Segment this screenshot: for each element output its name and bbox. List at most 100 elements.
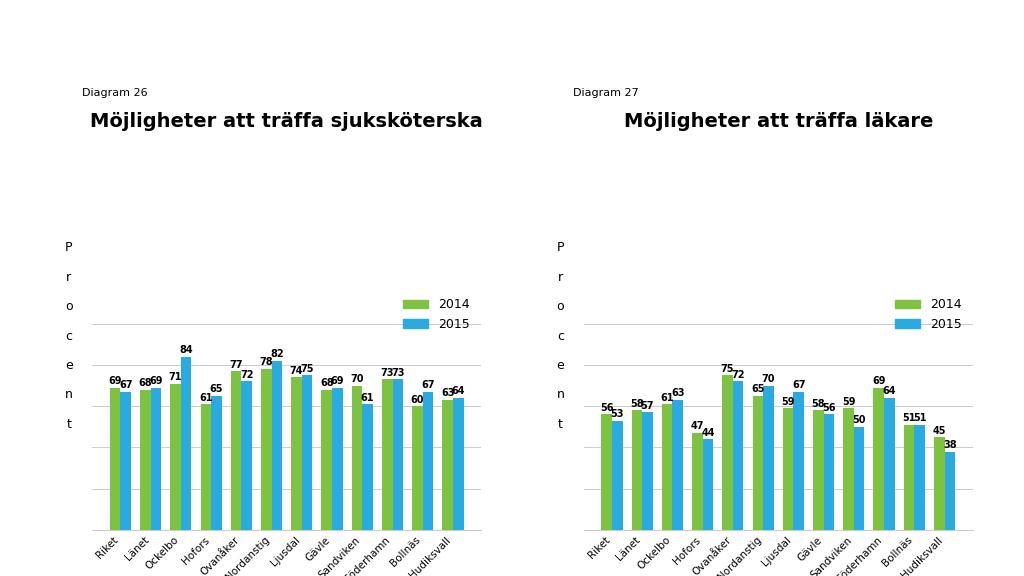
Text: 69: 69	[872, 376, 886, 386]
Text: 69: 69	[109, 376, 122, 386]
Text: c: c	[557, 329, 564, 343]
Bar	[242, 381, 252, 530]
Text: 45: 45	[933, 426, 946, 435]
Bar	[453, 398, 464, 530]
Text: 56: 56	[822, 403, 836, 413]
Text: c: c	[66, 329, 73, 343]
Text: 47: 47	[690, 422, 705, 431]
Bar	[201, 404, 211, 530]
Bar	[843, 408, 854, 530]
Text: 63: 63	[441, 388, 455, 399]
Bar	[702, 439, 714, 530]
Bar	[302, 376, 312, 530]
Bar	[763, 385, 774, 530]
Bar	[382, 380, 392, 530]
Text: 57: 57	[641, 401, 654, 411]
Bar	[753, 396, 763, 530]
Text: e: e	[556, 359, 564, 372]
Bar	[322, 390, 332, 530]
Bar	[351, 385, 362, 530]
Bar	[673, 400, 683, 530]
Text: 61: 61	[360, 392, 375, 403]
Text: 64: 64	[883, 386, 896, 396]
Text: t: t	[558, 418, 563, 431]
Text: 56: 56	[600, 403, 613, 413]
Text: 77: 77	[229, 359, 243, 370]
Bar	[944, 452, 955, 530]
Text: 63: 63	[671, 388, 684, 399]
Title: Möjligheter att träffa sjuksköterska: Möjligheter att träffa sjuksköterska	[90, 112, 483, 131]
Text: 59: 59	[842, 397, 855, 407]
Text: 51: 51	[912, 413, 927, 423]
Text: o: o	[65, 300, 73, 313]
Text: 71: 71	[169, 372, 182, 382]
Text: t: t	[67, 418, 72, 431]
Text: 70: 70	[762, 374, 775, 384]
Text: 38: 38	[943, 440, 956, 450]
Legend: 2014, 2015: 2014, 2015	[890, 293, 967, 336]
Bar	[121, 392, 131, 530]
Text: 84: 84	[179, 345, 193, 355]
Bar	[170, 384, 181, 530]
Bar	[392, 380, 403, 530]
Text: 72: 72	[731, 370, 744, 380]
Text: 44: 44	[701, 427, 715, 438]
Text: 70: 70	[350, 374, 364, 384]
Bar	[642, 412, 652, 530]
Text: 75: 75	[300, 363, 314, 374]
Text: Diagram 27: Diagram 27	[573, 88, 639, 98]
Text: 50: 50	[852, 415, 866, 425]
Bar	[332, 388, 343, 530]
Bar	[904, 425, 914, 530]
Bar	[662, 404, 673, 530]
Text: 72: 72	[240, 370, 253, 380]
Text: n: n	[556, 388, 564, 401]
Text: 60: 60	[411, 395, 424, 404]
Bar	[823, 415, 835, 530]
Title: Möjligheter att träffa läkare: Möjligheter att träffa läkare	[624, 112, 933, 131]
Bar	[794, 392, 804, 530]
Text: n: n	[65, 388, 73, 401]
Text: r: r	[67, 271, 72, 284]
Text: 61: 61	[660, 392, 674, 403]
Bar	[782, 408, 794, 530]
Text: r: r	[558, 271, 563, 284]
Text: 58: 58	[630, 399, 644, 409]
Text: 74: 74	[290, 366, 303, 376]
Bar	[612, 420, 623, 530]
Bar	[601, 415, 612, 530]
Text: 78: 78	[259, 358, 273, 367]
Legend: 2014, 2015: 2014, 2015	[398, 293, 475, 336]
Text: 68: 68	[138, 378, 153, 388]
Bar	[211, 396, 222, 530]
Bar	[722, 376, 733, 530]
Bar	[884, 398, 895, 530]
Text: 67: 67	[421, 380, 435, 390]
Bar	[442, 400, 453, 530]
Bar	[413, 406, 423, 530]
Text: e: e	[65, 359, 73, 372]
Bar	[873, 388, 884, 530]
Text: 65: 65	[210, 384, 223, 395]
Text: 51: 51	[902, 413, 915, 423]
Text: P: P	[66, 241, 73, 255]
Text: 73: 73	[381, 368, 394, 378]
Text: 64: 64	[452, 386, 465, 396]
Bar	[632, 410, 642, 530]
Text: 68: 68	[319, 378, 334, 388]
Text: 59: 59	[781, 397, 795, 407]
Bar	[813, 410, 823, 530]
Bar	[230, 371, 242, 530]
Text: 65: 65	[751, 384, 765, 395]
Text: Diagram 26: Diagram 26	[82, 88, 147, 98]
Bar	[271, 361, 283, 530]
Text: 61: 61	[199, 392, 213, 403]
Bar	[854, 427, 864, 530]
Bar	[261, 369, 271, 530]
Bar	[181, 357, 191, 530]
Text: 53: 53	[610, 409, 624, 419]
Bar	[692, 433, 702, 530]
Text: 58: 58	[811, 399, 825, 409]
Bar	[140, 390, 151, 530]
Text: 73: 73	[391, 368, 404, 378]
